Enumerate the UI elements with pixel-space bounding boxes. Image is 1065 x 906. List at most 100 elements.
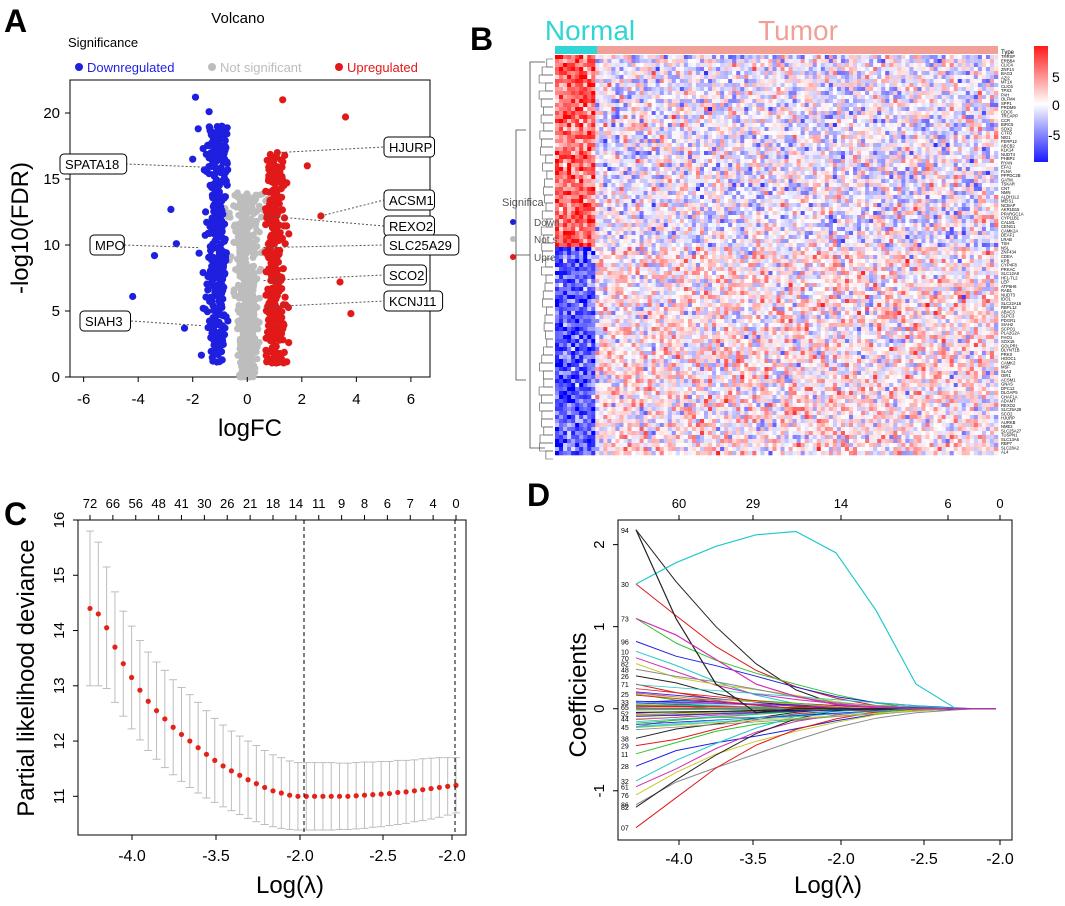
heatmap-cell <box>699 59 705 64</box>
heatmap-cell <box>853 155 858 160</box>
heatmap-cell <box>695 159 701 164</box>
heatmap-cell <box>675 187 681 192</box>
heatmap-cell <box>619 79 624 84</box>
heatmap-cell <box>760 83 765 88</box>
heatmap-cell <box>555 151 560 156</box>
heatmap-cell <box>973 79 979 84</box>
heatmap-cell <box>901 59 906 64</box>
heatmap-cell <box>981 107 987 112</box>
heatmap-cell <box>909 95 914 100</box>
heatmap-cell <box>732 111 737 116</box>
heatmap-cell <box>973 175 979 180</box>
heatmap-cell <box>989 155 995 160</box>
heatmap-cell <box>756 143 761 148</box>
heatmap-cell <box>716 107 721 112</box>
heatmap-cell <box>792 139 797 144</box>
heatmap-cell <box>836 111 842 116</box>
heatmap-cell <box>828 91 834 96</box>
heatmap-cell <box>675 59 681 64</box>
heatmap-cell <box>977 95 983 100</box>
heatmap-cell <box>820 135 826 140</box>
heatmap-cell <box>784 99 789 104</box>
heatmap-cell <box>651 119 656 124</box>
heatmap-cell <box>768 67 773 72</box>
heatmap-cell <box>828 147 834 152</box>
heatmap-cell <box>816 123 822 128</box>
heatmap-cell <box>885 183 890 188</box>
heatmap-cell <box>667 175 673 180</box>
heatmap-cell <box>708 95 713 100</box>
heatmap-cell <box>808 119 814 124</box>
heatmap-cell <box>651 147 656 152</box>
heatmap-cell <box>587 139 592 144</box>
heatmap-cell <box>671 143 677 148</box>
heatmap-cell <box>708 139 713 144</box>
heatmap-cell <box>772 179 777 184</box>
heatmap-cell <box>663 183 669 188</box>
heatmap-cell <box>933 175 938 180</box>
heatmap-cell <box>683 63 689 68</box>
heatmap-cell <box>667 127 673 132</box>
heatmap-cell <box>776 55 781 60</box>
heatmap-cell <box>563 167 568 172</box>
heatmap-cell <box>764 159 769 164</box>
heatmap-cell <box>901 95 906 100</box>
heatmap-cell <box>704 183 709 188</box>
heatmap-cell <box>559 67 564 72</box>
heatmap-cell <box>643 183 648 188</box>
heatmap-cell <box>824 131 830 136</box>
heatmap-cell <box>695 91 701 96</box>
heatmap-cell <box>865 83 870 88</box>
heatmap-cell <box>969 99 975 104</box>
heatmap-cell <box>905 91 910 96</box>
heatmap-cell <box>728 75 733 80</box>
heatmap-cell <box>571 111 576 116</box>
heatmap-cell <box>889 135 894 140</box>
heatmap-cell <box>571 123 576 128</box>
heatmap-cell <box>716 95 721 100</box>
heatmap-cell <box>981 143 987 148</box>
heatmap-cell <box>635 179 640 184</box>
heatmap-cell <box>643 163 648 168</box>
heatmap-cell <box>563 103 568 108</box>
heatmap-cell <box>559 95 564 100</box>
heatmap-cell <box>933 119 938 124</box>
ns-point <box>246 237 253 245</box>
heatmap-cell <box>699 135 705 140</box>
heatmap-cell <box>840 63 846 68</box>
heatmap-cell <box>985 147 991 152</box>
heatmap-cell <box>889 103 894 108</box>
heatmap-cell <box>836 59 842 64</box>
heatmap-cell <box>840 183 846 188</box>
gene-label: SPATA18 <box>65 157 119 172</box>
heatmap-cell <box>699 55 705 60</box>
heatmap-cell <box>603 71 608 76</box>
heatmap-cell <box>691 95 697 100</box>
heatmap-cell <box>844 159 850 164</box>
heatmap-cell <box>679 71 685 76</box>
heatmap-cell <box>611 179 616 184</box>
heatmap-cell <box>909 115 914 120</box>
heatmap-cell <box>623 163 628 168</box>
heatmap-cell <box>595 103 600 108</box>
heatmap-cell <box>559 187 564 192</box>
heatmap-cell <box>832 147 838 152</box>
heatmap-cell <box>603 87 608 92</box>
heatmap-cell <box>780 87 785 92</box>
up-point <box>278 234 286 242</box>
heatmap-cell <box>732 139 737 144</box>
heatmap-cell <box>973 159 979 164</box>
heatmap-cell <box>889 175 894 180</box>
heatmap-cell <box>691 91 697 96</box>
heatmap-cell <box>800 107 805 112</box>
heatmap-cell <box>804 75 810 80</box>
heatmap-cell <box>925 67 930 72</box>
heatmap-cell <box>699 155 705 160</box>
heatmap-cell <box>740 67 745 72</box>
heatmap-cell <box>832 135 838 140</box>
heatmap-cell <box>764 151 769 156</box>
heatmap-cell <box>925 55 930 60</box>
heatmap-cell <box>748 135 753 140</box>
heatmap-cell <box>941 59 946 64</box>
heatmap-cell <box>623 143 628 148</box>
